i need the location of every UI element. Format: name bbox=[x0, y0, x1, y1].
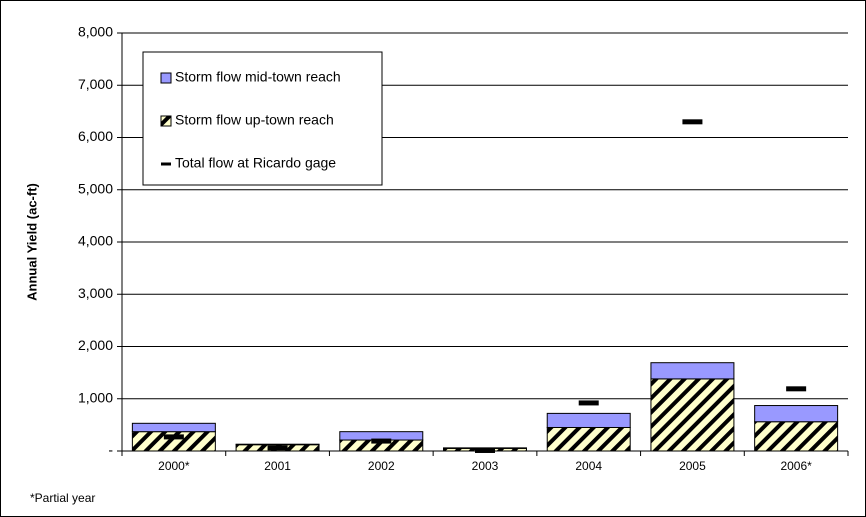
y-tick-label: 5,000 bbox=[78, 180, 113, 196]
legend-label: Storm flow up-town reach bbox=[175, 112, 334, 128]
x-tick-label: 2005 bbox=[679, 459, 706, 473]
total-marker bbox=[267, 445, 288, 451]
legend-swatch bbox=[160, 115, 172, 127]
legend-label: Total flow at Ricardo gage bbox=[175, 155, 336, 171]
bar-segment bbox=[650, 362, 735, 380]
x-tick-label: 2004 bbox=[575, 459, 602, 473]
y-tick-label: 8,000 bbox=[78, 24, 113, 40]
y-tick-label: 4,000 bbox=[78, 233, 113, 249]
x-tick-label: 2000* bbox=[158, 459, 190, 473]
legend-label: Storm flow mid-town reach bbox=[175, 69, 341, 85]
y-axis-label: Annual Yield (ac-ft) bbox=[24, 183, 39, 301]
legend-swatch bbox=[161, 162, 171, 166]
bar-segment bbox=[131, 422, 216, 433]
total-marker bbox=[682, 119, 703, 125]
total-marker bbox=[786, 386, 807, 392]
footnote: *Partial year bbox=[30, 491, 95, 505]
y-tick-label: 1,000 bbox=[78, 389, 113, 405]
total-marker bbox=[371, 438, 392, 444]
x-tick-label: 2002 bbox=[368, 459, 395, 473]
y-tick-label: - bbox=[108, 442, 113, 458]
y-tick-label: 7,000 bbox=[78, 76, 113, 92]
y-tick-label: 3,000 bbox=[78, 285, 113, 301]
legend-swatch bbox=[160, 72, 172, 84]
total-marker bbox=[578, 400, 599, 406]
x-tick-label: 2006* bbox=[780, 459, 812, 473]
total-marker bbox=[163, 434, 184, 440]
y-tick-label: 2,000 bbox=[78, 337, 113, 353]
bar-segment bbox=[754, 405, 839, 423]
bar-segment bbox=[546, 426, 631, 452]
y-tick-label: 6,000 bbox=[78, 128, 113, 144]
bar-segment bbox=[235, 443, 320, 446]
x-tick-label: 2003 bbox=[472, 459, 499, 473]
total-marker bbox=[475, 447, 495, 453]
bar-segment bbox=[546, 412, 631, 428]
bar-segment bbox=[754, 421, 839, 452]
x-tick-label: 2001 bbox=[264, 459, 291, 473]
legend-box bbox=[142, 51, 383, 186]
bar-segment bbox=[650, 378, 735, 452]
